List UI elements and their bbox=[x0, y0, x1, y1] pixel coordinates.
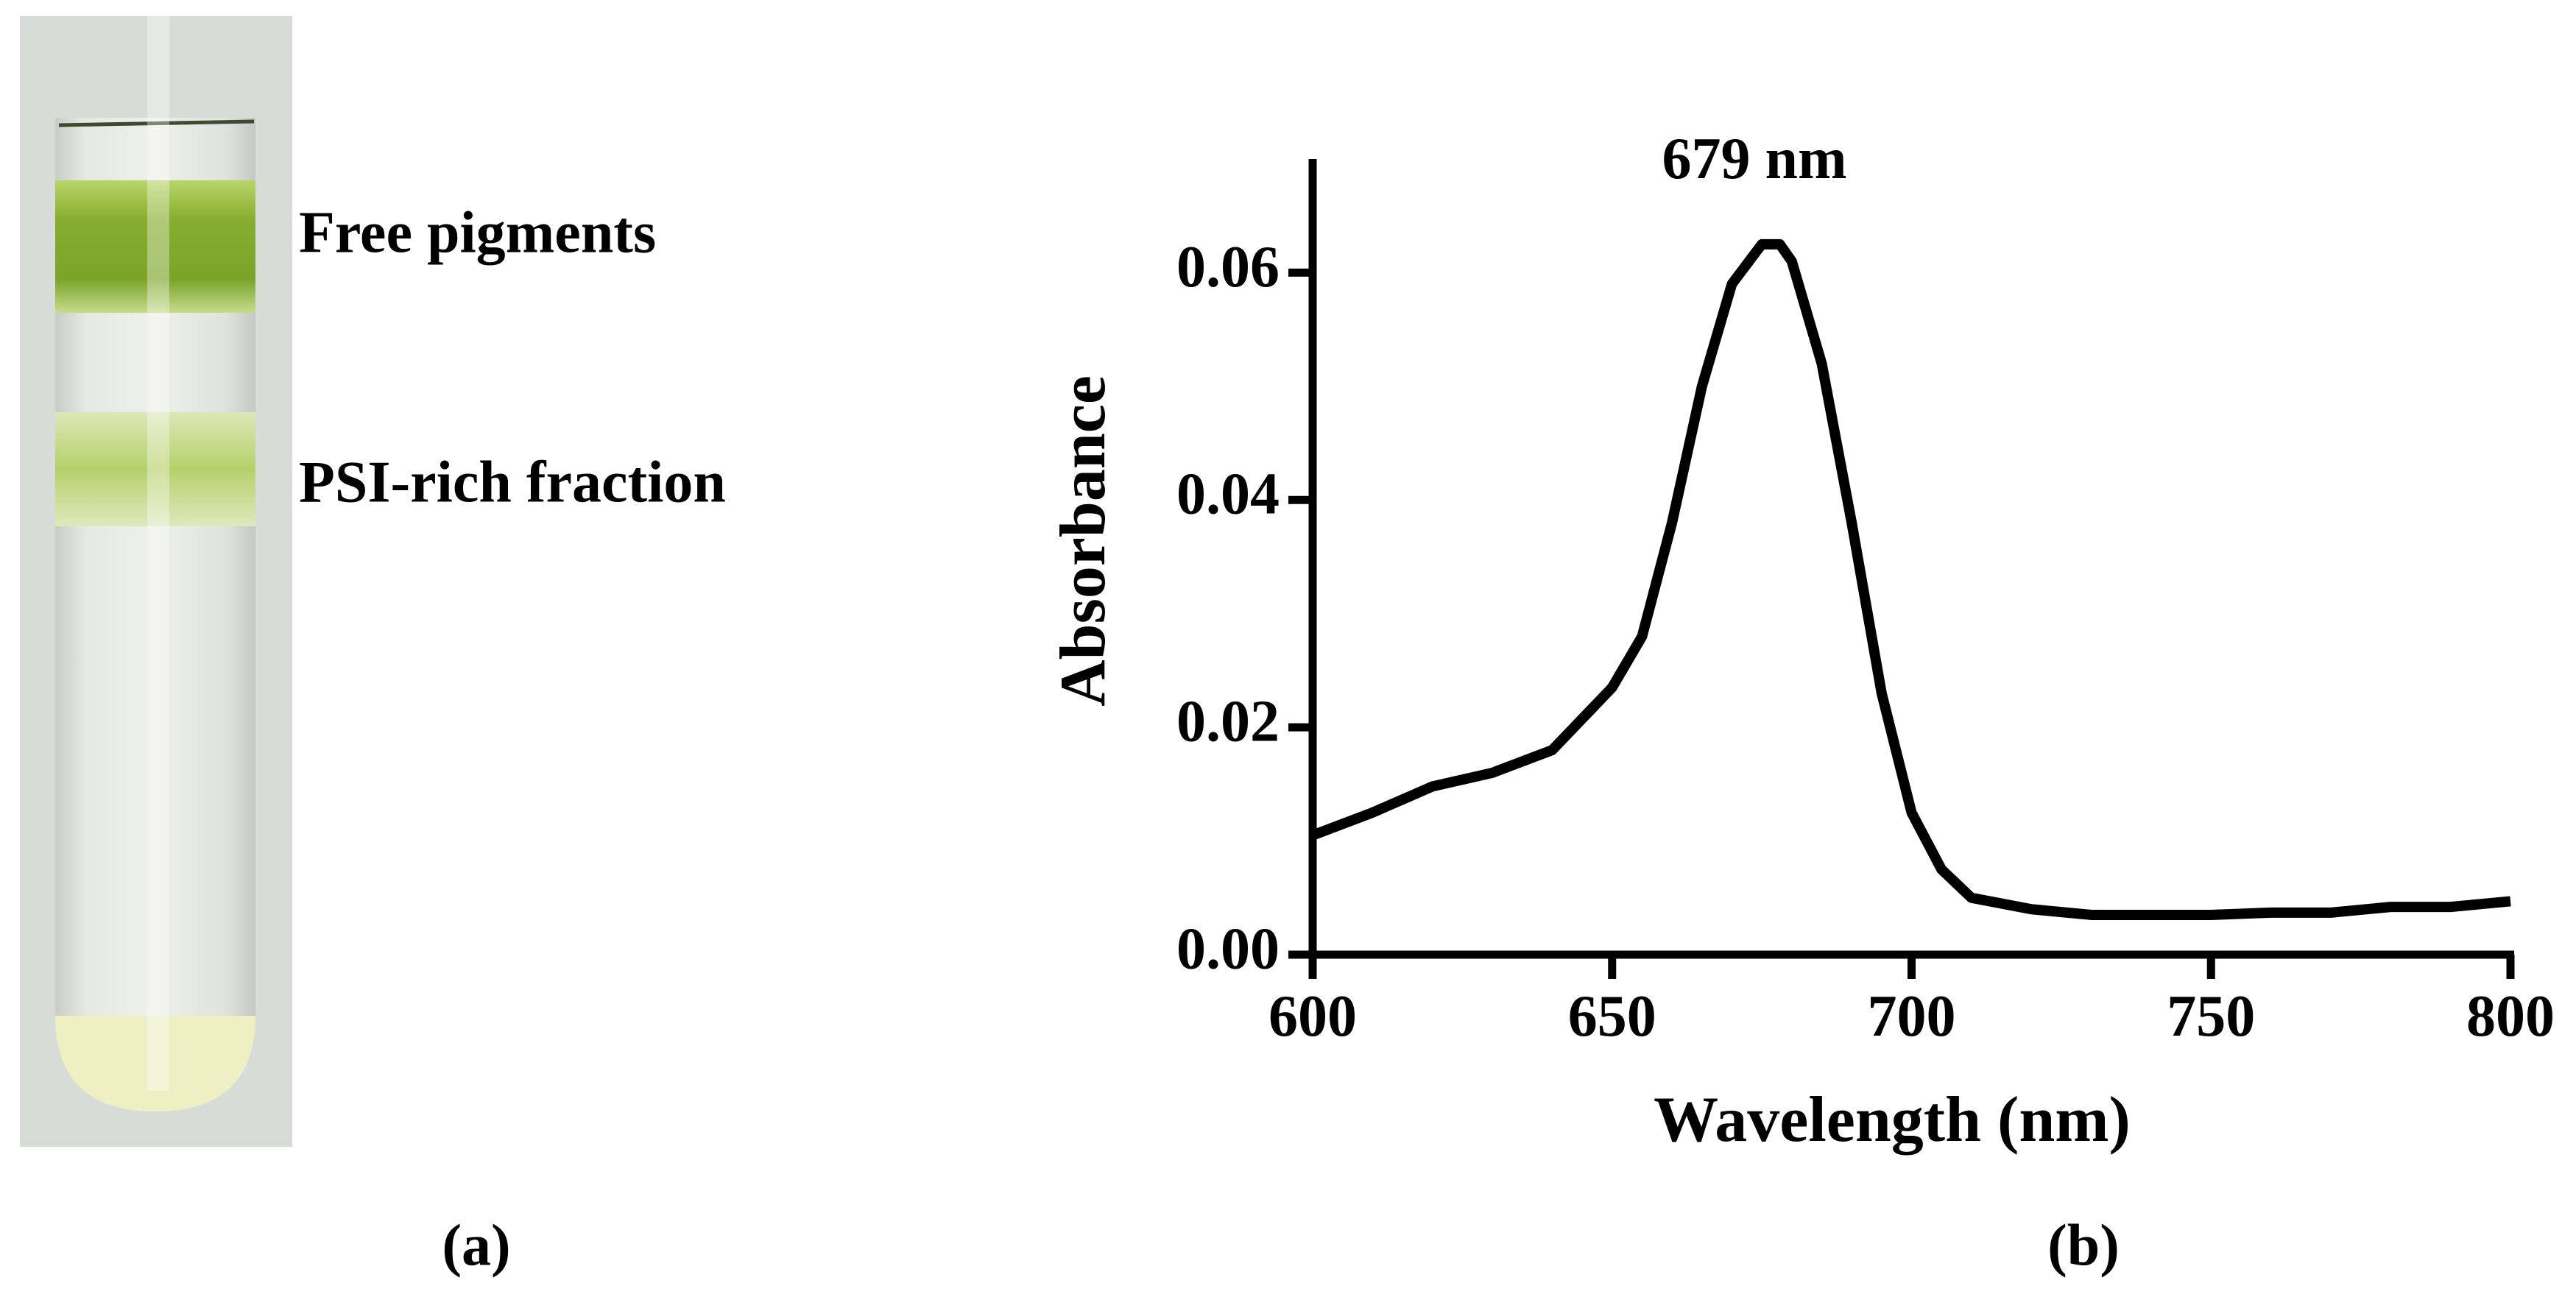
peak-annotation: 679 nm bbox=[1662, 127, 1847, 191]
data-line bbox=[1310, 238, 2511, 920]
band-label: PSI-rich fraction bbox=[299, 450, 726, 515]
tube-photo bbox=[20, 16, 292, 1147]
panel-caption: (a) bbox=[442, 1213, 510, 1278]
x-tick-label: 750 bbox=[2167, 984, 2255, 1049]
y-tick-label: 0.02 bbox=[1176, 690, 1280, 754]
x-tick-label: 600 bbox=[1268, 984, 1357, 1049]
y-tick-label: 0.00 bbox=[1176, 916, 1280, 981]
y-tick-label: 0.04 bbox=[1176, 462, 1280, 527]
panel-caption: (b) bbox=[2047, 1213, 2120, 1278]
x-tick-label: 650 bbox=[1568, 984, 1656, 1049]
x-tick-label: 700 bbox=[1868, 984, 1956, 1049]
y-tick-label: 0.06 bbox=[1176, 235, 1280, 300]
y-axis-label: Absorbance bbox=[1048, 375, 1119, 707]
x-tick-label: 800 bbox=[2466, 984, 2555, 1049]
x-axis-label: Wavelength (nm) bbox=[1654, 1084, 2131, 1156]
band-label: Free pigments bbox=[299, 200, 656, 265]
